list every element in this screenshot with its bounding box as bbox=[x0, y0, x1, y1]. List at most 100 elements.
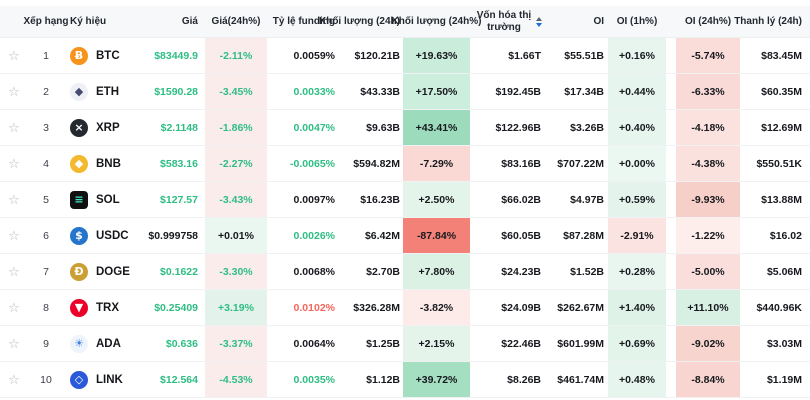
symbol-cell[interactable]: ▼ TRX bbox=[64, 290, 130, 325]
price-cell: $12.564 bbox=[160, 373, 198, 386]
market-cap-cell: $66.02B bbox=[501, 193, 541, 206]
price-change-24h-cell: +3.19% bbox=[205, 290, 267, 325]
favorite-star-icon[interactable]: ☆ bbox=[8, 371, 20, 387]
open-interest-cell: $4.97B bbox=[570, 193, 604, 206]
volume-24h-cell: $16.23B bbox=[360, 193, 400, 206]
liquidation-24h-cell: $1.19M bbox=[766, 373, 802, 386]
favorite-star-icon[interactable]: ☆ bbox=[8, 119, 20, 135]
volume-change-24h-cell: +7.80% bbox=[403, 254, 470, 289]
favorite-cell: ☆ bbox=[0, 38, 28, 73]
market-cap-cell: $192.45B bbox=[495, 85, 541, 98]
xrp-icon: × bbox=[70, 118, 88, 137]
market-cap-cell: $1.66T bbox=[508, 49, 541, 62]
favorite-star-icon[interactable]: ☆ bbox=[8, 47, 20, 63]
liquidation-24h-cell: $440.96K bbox=[756, 301, 802, 314]
price-cell: $0.636 bbox=[165, 337, 198, 350]
oi-change-1h-cell: +0.28% bbox=[608, 254, 666, 289]
favorite-star-icon[interactable]: ☆ bbox=[8, 335, 20, 351]
funding-rate-cell: 0.0102% bbox=[293, 301, 335, 314]
col-header-price[interactable]: Giá bbox=[130, 6, 205, 37]
sol-icon: ≡ bbox=[70, 190, 88, 209]
col-header-label: Tỷ lệ funding bbox=[272, 15, 335, 27]
col-header-label: OI bbox=[593, 15, 604, 27]
price-cell: $1590.28 bbox=[154, 85, 198, 98]
symbol-cell[interactable]: ≡ SOL bbox=[64, 182, 130, 217]
column-spacer bbox=[666, 182, 676, 217]
favorite-star-icon[interactable]: ☆ bbox=[8, 83, 20, 99]
liquidation-24h-cell: $5.06M bbox=[766, 265, 802, 278]
col-header-spacer bbox=[666, 6, 676, 37]
favorite-star-icon[interactable]: ☆ bbox=[8, 227, 20, 243]
column-spacer bbox=[666, 290, 676, 325]
col-header-label: Xếp hạng bbox=[23, 15, 69, 27]
sort-icon[interactable] bbox=[536, 16, 542, 27]
rank-cell: 10 bbox=[40, 373, 52, 386]
symbol-cell[interactable]: ☀ ADA bbox=[64, 326, 130, 361]
col-header-rank[interactable]: Xếp hạng bbox=[24, 6, 69, 37]
symbol-cell[interactable]: ◆ BNB bbox=[64, 146, 130, 181]
favorite-cell: ☆ bbox=[0, 362, 28, 397]
oi-change-24h-cell: -5.00% bbox=[676, 254, 740, 289]
sort-asc-triangle bbox=[536, 16, 542, 21]
favorite-cell: ☆ bbox=[0, 290, 28, 325]
favorite-star-icon[interactable]: ☆ bbox=[8, 155, 20, 171]
symbol-cell[interactable]: ◆ ETH bbox=[64, 74, 130, 109]
volume-24h-cell: $120.21B bbox=[354, 49, 400, 62]
symbol-cell[interactable]: Ƀ BTC bbox=[64, 38, 130, 73]
col-header-oi-1h[interactable]: OI (1h%) bbox=[608, 6, 666, 37]
price-change-24h-cell: +0.01% bbox=[205, 218, 267, 253]
col-header-funding-rate[interactable]: Tỷ lệ funding bbox=[267, 6, 345, 37]
open-interest-cell: $3.26B bbox=[570, 121, 604, 134]
price-cell: $83449.9 bbox=[154, 49, 198, 62]
symbol-label: DOGE bbox=[96, 265, 130, 278]
col-header-liquidation-24h[interactable]: Thanh lý (24h) bbox=[734, 6, 810, 37]
oi-change-24h-cell: -4.18% bbox=[676, 110, 740, 145]
volume-24h-cell: $6.42M bbox=[364, 229, 400, 242]
favorite-star-icon[interactable]: ☆ bbox=[8, 191, 20, 207]
symbol-cell[interactable]: Ð DOGE bbox=[64, 254, 130, 289]
col-header-label: OI (24h%) bbox=[684, 15, 732, 27]
col-header-label: Khối lượng (24h%) bbox=[391, 15, 482, 27]
volume-change-24h-cell: -7.29% bbox=[403, 146, 470, 181]
funding-rate-cell: 0.0035% bbox=[293, 373, 335, 386]
volume-change-24h-cell: +43.41% bbox=[403, 110, 470, 145]
liquidation-24h-cell: $60.35M bbox=[761, 85, 802, 98]
symbol-cell[interactable]: $ USDC bbox=[64, 218, 130, 253]
col-header-market-cap[interactable]: Vốn hóa thị trường bbox=[470, 6, 548, 37]
open-interest-cell: $461.74M bbox=[557, 373, 604, 386]
volume-change-24h-cell: +2.15% bbox=[403, 326, 470, 361]
volume-24h-cell: $594.82M bbox=[353, 157, 400, 170]
price-cell: $0.25409 bbox=[154, 301, 198, 314]
col-header-volume-24h[interactable]: Khối lượng (24h) bbox=[319, 6, 403, 37]
price-change-24h-cell: -3.37% bbox=[205, 326, 267, 361]
rank-cell: 1 bbox=[43, 49, 49, 62]
symbol-label: LINK bbox=[96, 373, 123, 386]
funding-rate-cell: 0.0026% bbox=[293, 229, 335, 242]
col-header-oi-24h[interactable]: OI (24h%) bbox=[676, 6, 740, 37]
col-header-symbol[interactable]: Ký hiệu bbox=[64, 6, 130, 37]
favorite-star-icon[interactable]: ☆ bbox=[8, 299, 20, 315]
liquidation-24h-cell: $13.88M bbox=[761, 193, 802, 206]
volume-change-24h-cell: +17.50% bbox=[403, 74, 470, 109]
symbol-cell[interactable]: × XRP bbox=[64, 110, 130, 145]
funding-rate-cell: 0.0059% bbox=[293, 49, 335, 62]
col-header-oi[interactable]: OI bbox=[548, 6, 608, 37]
col-header-price-24h[interactable]: Giá(24h%) bbox=[205, 6, 267, 37]
volume-change-24h-cell: +2.50% bbox=[403, 182, 470, 217]
liquidation-24h-cell: $12.69M bbox=[761, 121, 802, 134]
symbol-label: ETH bbox=[96, 85, 119, 98]
favorite-star-icon[interactable]: ☆ bbox=[8, 263, 20, 279]
price-cell: $127.57 bbox=[160, 193, 198, 206]
volume-24h-cell: $1.25B bbox=[366, 337, 400, 350]
col-header-label: Giá bbox=[181, 15, 198, 27]
symbol-cell[interactable]: ◇ LINK bbox=[64, 362, 130, 397]
market-cap-cell: $60.05B bbox=[501, 229, 541, 242]
column-spacer bbox=[666, 362, 676, 397]
eth-icon: ◆ bbox=[70, 82, 88, 101]
volume-change-24h-cell: -87.84% bbox=[403, 218, 470, 253]
favorite-cell: ☆ bbox=[0, 146, 28, 181]
col-header-volume-24h-pct[interactable]: Khối lượng (24h%) bbox=[392, 6, 482, 37]
favorite-cell: ☆ bbox=[0, 110, 28, 145]
funding-rate-cell: -0.0065% bbox=[290, 157, 335, 170]
price-change-24h-cell: -4.53% bbox=[205, 362, 267, 397]
